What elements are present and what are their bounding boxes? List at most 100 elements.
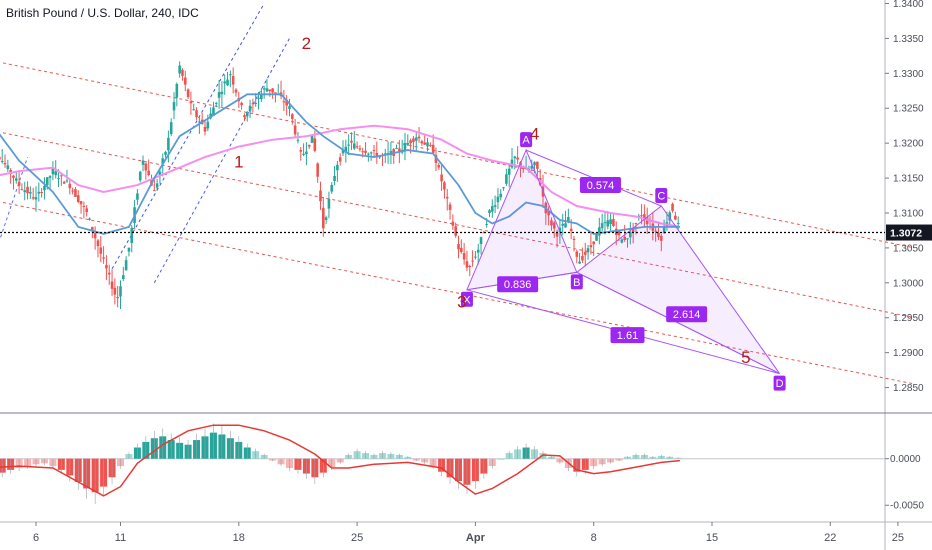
candle-body [474, 256, 477, 258]
candle-body [319, 190, 322, 202]
candle-body [105, 265, 108, 269]
pattern-ratio-badge [497, 276, 539, 293]
candle-body [372, 150, 376, 152]
candle-body [99, 247, 103, 254]
last-price-label: 1.3072 [890, 228, 922, 240]
channel-line [0, 201, 915, 385]
pattern-point-badge [460, 291, 473, 307]
candle-body [496, 196, 500, 203]
candle-body [552, 222, 556, 229]
candle-body [338, 157, 342, 162]
candle-body [499, 193, 503, 198]
candle-body [513, 156, 517, 159]
candle-body [257, 97, 260, 99]
candle-body [93, 233, 97, 239]
pattern-ratio-badge [666, 306, 708, 323]
price-tick-label: 1.2850 [893, 383, 924, 394]
time-tick-label: 25 [351, 532, 363, 544]
candle-body [606, 220, 610, 227]
candle-body [60, 175, 63, 177]
candle-body [375, 152, 379, 158]
candle-body [620, 239, 624, 243]
candle-body [274, 92, 277, 94]
candle-body [85, 208, 88, 213]
candle-body [505, 174, 508, 184]
macd-tick-label: 0.0000 [890, 454, 921, 465]
candle-body [676, 223, 680, 225]
candle-body [550, 220, 553, 226]
candle-body [88, 218, 91, 220]
candle-body [79, 201, 83, 205]
candle-body [206, 121, 210, 129]
candle-body [575, 251, 579, 257]
candle-body [437, 164, 441, 168]
candle-body [361, 151, 365, 153]
candle-body [302, 153, 305, 156]
candle-body [65, 180, 69, 182]
candle-body [603, 222, 607, 224]
ma-fast-line [0, 93, 680, 235]
candle-body [37, 191, 41, 194]
macd-histogram-bar [497, 458, 505, 460]
candle-body [423, 142, 426, 145]
candle-body [462, 253, 466, 260]
candle-body [127, 247, 131, 252]
price-tick-label: 1.3250 [893, 104, 924, 115]
candle-body [57, 178, 60, 180]
candle-body [203, 126, 207, 132]
candle-body [443, 182, 446, 190]
candle-body [536, 161, 539, 169]
candle-body [0, 160, 4, 162]
candle-body [71, 190, 74, 192]
candle-body [333, 176, 336, 181]
pattern-leg [576, 271, 780, 375]
price-tick-label: 1.3350 [893, 34, 924, 45]
candle-body [307, 144, 311, 147]
candle-body [662, 227, 666, 234]
candle-body [451, 221, 455, 226]
candle-body [643, 214, 646, 220]
candle-body [31, 197, 35, 199]
candle-body [569, 228, 573, 232]
candle-body [510, 159, 514, 168]
candle-body [14, 178, 18, 181]
candle-body [417, 136, 421, 139]
candle-body [448, 204, 452, 210]
channel-line [0, 61, 915, 249]
time-tick-label: 8 [591, 532, 597, 544]
macd-axis: 0.0000 -0.0050 [885, 454, 924, 512]
candle-body [102, 257, 105, 259]
candle-body [358, 148, 362, 150]
pattern-point-label: B [573, 277, 580, 289]
candle-body [516, 157, 519, 160]
candle-body [640, 215, 643, 217]
candle-body [164, 151, 167, 155]
candle-body [251, 103, 255, 105]
candle-body [364, 150, 367, 153]
wave-label: 3 [457, 292, 466, 311]
pattern-point-label: C [657, 191, 665, 203]
candle-body [398, 148, 401, 152]
candle-body [96, 240, 100, 247]
candle-body [674, 215, 677, 220]
candle-body [671, 203, 674, 211]
candle-body [572, 238, 576, 241]
candle-body [107, 272, 111, 275]
candle-body [322, 208, 325, 229]
price-tick-label: 1.3400 [893, 0, 924, 10]
candle-body [395, 147, 398, 149]
candle-body [457, 243, 460, 250]
pattern-ratio-badge [579, 177, 621, 194]
candle-body [223, 81, 227, 84]
candle-body [74, 189, 77, 197]
candle-body [468, 265, 472, 267]
price-tick-label: 1.3050 [893, 243, 924, 254]
candle-body [609, 219, 612, 225]
candle-body [617, 230, 621, 236]
candle-body [248, 105, 252, 112]
wave-label: 2 [302, 34, 311, 53]
candle-body [3, 162, 7, 165]
candle-body [420, 141, 424, 144]
